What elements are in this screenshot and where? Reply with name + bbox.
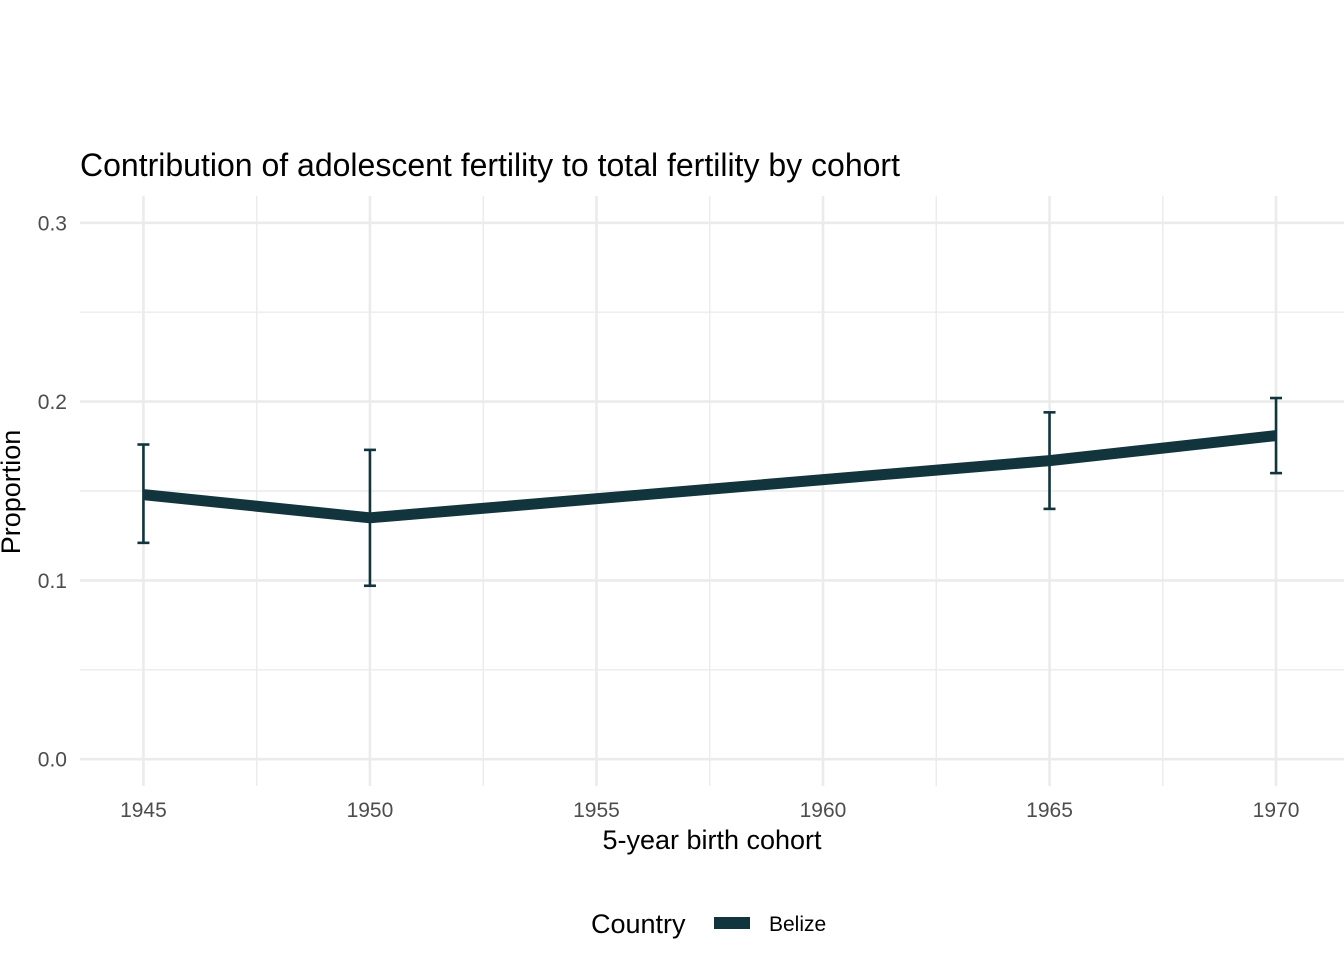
x-tick-label: 1970 xyxy=(1253,799,1300,822)
series-group xyxy=(137,396,1283,588)
x-tick-label: 1965 xyxy=(1026,799,1073,822)
legend: Country Belize xyxy=(591,909,826,939)
error-bar xyxy=(137,443,150,545)
y-tick-label: 0.2 xyxy=(38,391,67,414)
y-axis-label: Proportion xyxy=(0,430,26,555)
legend-key xyxy=(714,917,750,929)
x-axis-label: 5-year birth cohort xyxy=(602,825,822,855)
series-line xyxy=(142,430,1277,524)
series-layer xyxy=(137,396,1283,588)
x-tick-label: 1950 xyxy=(347,799,394,822)
y-tick-label: 0.3 xyxy=(38,212,67,235)
error-bar xyxy=(1270,396,1283,475)
legend-title: Country xyxy=(591,909,686,939)
x-axis: 1945 1950 1955 1960 1965 1970 xyxy=(120,799,1299,822)
y-tick-label: 0.1 xyxy=(38,570,67,593)
x-tick-label: 1945 xyxy=(120,799,167,822)
x-tick-label: 1955 xyxy=(573,799,620,822)
chart-title: Contribution of adolescent fertility to … xyxy=(80,147,900,183)
x-tick-label: 1960 xyxy=(800,799,847,822)
y-tick-label: 0.0 xyxy=(38,749,67,772)
error-bar xyxy=(1043,411,1056,511)
y-axis: 0.0 0.1 0.2 0.3 xyxy=(38,212,67,771)
error-bar xyxy=(363,448,376,588)
legend-item-label: Belize xyxy=(769,913,826,936)
